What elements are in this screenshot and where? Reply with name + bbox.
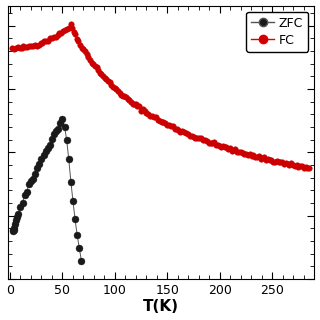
- Legend: ZFC, FC: ZFC, FC: [246, 12, 308, 52]
- X-axis label: T(K): T(K): [143, 300, 179, 315]
